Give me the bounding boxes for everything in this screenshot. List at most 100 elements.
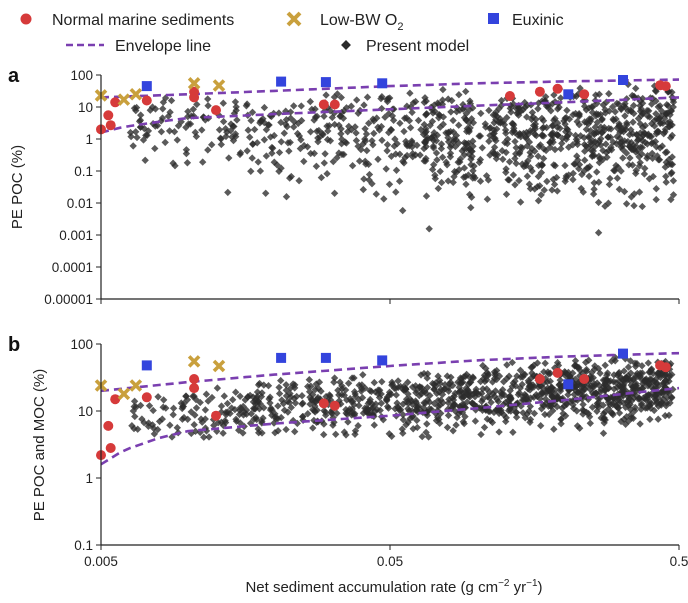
model-point	[370, 117, 378, 125]
model-point	[267, 404, 275, 412]
model-point	[561, 161, 569, 170]
model-point	[225, 154, 233, 162]
model-point	[462, 87, 470, 96]
model-point	[151, 144, 159, 153]
model-point	[266, 393, 274, 401]
model-point	[400, 382, 408, 390]
model-point	[422, 127, 430, 136]
model-point	[495, 428, 503, 436]
model-point	[217, 402, 226, 410]
model-point	[219, 429, 227, 437]
model-point	[390, 142, 398, 150]
model-point	[321, 150, 329, 158]
model-point	[282, 193, 291, 201]
model-point	[481, 120, 489, 128]
model-point	[480, 423, 489, 432]
panel-a-observations	[94, 75, 671, 135]
model-point	[294, 119, 302, 128]
model-point	[563, 106, 571, 115]
model-point	[352, 129, 360, 137]
model-point	[423, 110, 431, 118]
model-point	[277, 413, 285, 422]
model-point	[358, 394, 367, 402]
model-point	[420, 98, 428, 107]
model-point	[254, 158, 262, 166]
model-point	[455, 121, 463, 129]
model-point	[476, 377, 485, 386]
model-point	[365, 119, 373, 127]
euxinic-point	[618, 75, 628, 85]
model-point	[476, 132, 485, 140]
model-point	[343, 396, 351, 404]
model-point	[387, 152, 396, 160]
panel-a-axes: 100 10 1 0.1 0.01 0.001 0.0001 0.00001	[44, 68, 680, 307]
model-point	[215, 126, 224, 134]
model-point	[455, 91, 463, 99]
model-point	[239, 402, 247, 411]
model-point	[311, 105, 319, 113]
model-point	[438, 153, 447, 161]
model-point	[132, 128, 140, 136]
euxinic-point	[618, 348, 628, 359]
model-point	[385, 430, 393, 438]
model-point	[422, 192, 431, 200]
model-point	[224, 188, 232, 197]
normal-point	[660, 81, 671, 92]
model-point	[290, 123, 298, 131]
model-point	[485, 137, 493, 145]
model-point	[290, 394, 298, 403]
normal-point	[105, 443, 116, 453]
y-tick-label: 1	[85, 471, 93, 486]
model-point	[464, 380, 473, 388]
model-point	[467, 155, 475, 163]
model-point	[282, 381, 290, 389]
model-point	[601, 361, 609, 369]
model-point	[266, 399, 274, 407]
model-point	[423, 374, 431, 382]
model-point	[444, 411, 453, 420]
model-point	[669, 177, 678, 185]
model-point	[275, 109, 283, 117]
model-point	[372, 190, 380, 198]
model-point	[220, 392, 228, 400]
model-point	[402, 140, 411, 148]
model-point	[332, 430, 340, 438]
model-point	[165, 127, 174, 135]
model-point	[329, 157, 337, 166]
model-point	[342, 139, 351, 147]
model-point	[365, 170, 374, 179]
model-point	[392, 391, 400, 399]
normal-point	[552, 367, 563, 378]
model-point	[159, 105, 167, 113]
panel-a-model-points	[126, 80, 678, 237]
model-point	[264, 382, 273, 390]
model-point	[594, 198, 603, 207]
model-point	[170, 128, 179, 136]
model-point	[184, 107, 192, 116]
legend-euxinic-marker	[488, 13, 499, 24]
panel-b-observations	[94, 348, 671, 461]
model-point	[489, 134, 498, 142]
model-point	[442, 158, 450, 166]
lowbw-point	[187, 355, 201, 368]
model-point	[469, 119, 478, 127]
normal-point	[189, 383, 200, 394]
model-point	[274, 402, 282, 410]
model-point	[400, 127, 408, 136]
model-point	[182, 123, 190, 132]
model-point	[502, 165, 510, 173]
model-point	[248, 154, 256, 162]
model-point	[385, 180, 394, 188]
model-point	[553, 187, 561, 195]
model-point	[361, 135, 369, 143]
model-point	[342, 431, 350, 439]
model-point	[432, 416, 441, 425]
model-point	[479, 385, 487, 393]
model-point	[351, 123, 359, 131]
model-point	[325, 122, 333, 130]
euxinic-point	[320, 352, 331, 363]
model-point	[472, 388, 480, 396]
model-point	[345, 122, 353, 131]
normal-point	[211, 105, 221, 116]
y-tick-label: 100	[70, 337, 93, 352]
